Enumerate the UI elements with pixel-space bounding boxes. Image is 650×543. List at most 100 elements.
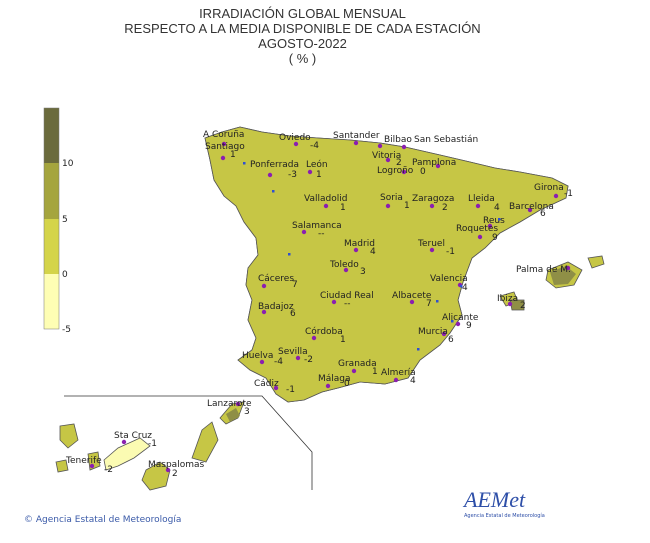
blue-marker-6 bbox=[498, 218, 501, 221]
copyright-footer: © Agencia Estatal de Meteorología bbox=[24, 515, 182, 525]
station-dot-teruel bbox=[429, 247, 435, 253]
station-dot-madrid bbox=[353, 247, 359, 253]
station-dot-almer-a bbox=[393, 377, 399, 383]
station-dot-le-n bbox=[307, 169, 313, 175]
station-label-santiago: Santiago bbox=[205, 142, 245, 152]
station-label-valencia: Valencia bbox=[430, 274, 468, 284]
station-dot-murcia bbox=[441, 331, 447, 337]
canary-inset-frame bbox=[64, 395, 313, 490]
station-dot-roquetes bbox=[477, 234, 483, 240]
station-label-madrid: Madrid bbox=[344, 239, 375, 249]
station-value-c-ceres: 7 bbox=[292, 280, 298, 290]
station-value-toledo: 3 bbox=[360, 267, 366, 277]
station-dot-granada bbox=[351, 368, 357, 374]
blue-marker-3 bbox=[460, 285, 463, 288]
station-label-c-ceres: Cáceres bbox=[258, 274, 294, 284]
blue-marker-5 bbox=[417, 348, 420, 351]
legend-swatch-low bbox=[44, 274, 59, 329]
station-label-a-coru-a: A Coruña bbox=[203, 130, 244, 140]
station-value-valencia: 4 bbox=[462, 283, 468, 293]
blue-marker-2 bbox=[436, 300, 439, 303]
station-dot-lanzarote bbox=[235, 401, 241, 407]
station-label-toledo: Toledo bbox=[329, 260, 359, 270]
map-title-line1: IRRADIACIÓN GLOBAL MENSUAL bbox=[199, 6, 406, 21]
station-dot-albacete bbox=[409, 299, 415, 305]
legend-swatch-mid-high bbox=[44, 163, 59, 219]
station-label-bilbao: Bilbao bbox=[384, 135, 412, 145]
station-value-oviedo: -4 bbox=[310, 141, 319, 151]
legend-tick-10: 10 bbox=[62, 159, 74, 169]
station-dot-ibiza bbox=[507, 301, 513, 307]
map-title-line3: AGOSTO-2022 bbox=[258, 36, 347, 51]
station-value-c-diz: -1 bbox=[286, 385, 295, 395]
station-dot-oviedo bbox=[293, 141, 299, 147]
station-label-soria: Soria bbox=[380, 193, 403, 203]
station-dot-logro-o bbox=[401, 169, 407, 175]
station-value-logro-o: 0 bbox=[420, 167, 426, 177]
station-value-teruel: -1 bbox=[446, 247, 455, 257]
station-dot-santiago bbox=[220, 155, 226, 161]
station-label-teruel: Teruel bbox=[417, 239, 445, 249]
station-value-ponferrada: -3 bbox=[288, 170, 297, 180]
station-label-palma-de-m: Palma de M. bbox=[516, 265, 571, 275]
station-dot-toledo bbox=[343, 267, 349, 273]
station-value-murcia: 6 bbox=[448, 335, 454, 345]
station-dot-zaragoza bbox=[429, 203, 435, 209]
station-dot-lleida bbox=[475, 203, 481, 209]
station-dot-girona bbox=[553, 193, 559, 199]
station-label-vitoria: Vitoria bbox=[372, 151, 401, 161]
station-value-maspalomas: 2 bbox=[172, 469, 178, 479]
station-label-logro-o: Logroño bbox=[377, 166, 414, 176]
station-label-m-laga: Málaga bbox=[318, 374, 351, 384]
aemet-logo: AEMet Agencia Estatal de Meteorología bbox=[462, 487, 545, 519]
station-label-lanzarote: Lanzarote bbox=[207, 399, 252, 409]
station-value-badajoz: 6 bbox=[290, 309, 296, 319]
station-value-albacete: 7 bbox=[426, 299, 432, 309]
station-label-c-rdoba: Córdoba bbox=[305, 326, 343, 337]
station-dot-sevilla bbox=[295, 355, 301, 361]
station-label-ibiza: Ibiza bbox=[497, 294, 518, 304]
station-value-salamanca: -- bbox=[318, 229, 325, 239]
station-label-granada: Granada bbox=[338, 359, 377, 369]
map-title-line2: RESPECTO A LA MEDIA DISPONIBLE DE CADA E… bbox=[124, 21, 481, 36]
station-label-maspalomas: Maspalomas bbox=[148, 460, 204, 470]
station-label-oviedo: Oviedo bbox=[279, 133, 311, 143]
blue-marker-4 bbox=[451, 320, 454, 323]
station-label-tenerife: Tenerife bbox=[65, 456, 102, 466]
station-label-girona: Girona bbox=[534, 183, 564, 193]
blue-marker-0 bbox=[243, 162, 246, 165]
legend-tick-minus5: -5 bbox=[62, 325, 71, 335]
station-dot-bilbao bbox=[377, 143, 383, 149]
legend-tick-5: 5 bbox=[62, 215, 68, 225]
station-value-madrid: 4 bbox=[370, 247, 376, 257]
station-value-huelva: -4 bbox=[274, 357, 283, 367]
station-dot-valladolid bbox=[323, 203, 329, 209]
station-value-le-n: 1 bbox=[316, 170, 322, 180]
station-dot-c-rdoba bbox=[311, 335, 317, 341]
station-label-salamanca: Salamanca bbox=[292, 221, 342, 231]
station-dot-palma-de-m bbox=[565, 265, 571, 271]
station-dot-c-ceres bbox=[261, 283, 267, 289]
station-value-soria: 1 bbox=[404, 201, 410, 211]
station-dot-san-sebasti-n bbox=[401, 144, 407, 150]
map-title-line4: ( % ) bbox=[288, 51, 317, 66]
legend-swatch-high bbox=[44, 108, 59, 163]
station-dot-reus bbox=[487, 223, 493, 229]
station-label-roquetes: Roquetes bbox=[456, 224, 498, 234]
station-value-almer-a: 4 bbox=[410, 376, 416, 386]
station-dot-c-diz bbox=[273, 385, 279, 391]
station-label-c-diz: Cádiz bbox=[254, 379, 279, 389]
station-label-ponferrada: Ponferrada bbox=[250, 160, 299, 170]
legend-tick-0: 0 bbox=[62, 270, 68, 280]
station-value-m-laga: 0 bbox=[344, 379, 350, 389]
station-label-sta-cruz: Sta Cruz bbox=[114, 431, 152, 441]
station-value-tenerife: -2 bbox=[104, 465, 113, 475]
station-dot-soria bbox=[385, 203, 391, 209]
logo-text: AEMet bbox=[462, 487, 526, 512]
station-dot-ciudad-real bbox=[331, 299, 337, 305]
station-value-roquetes: 9 bbox=[492, 233, 498, 243]
station-value-barcelona: 6 bbox=[540, 209, 546, 219]
station-label-albacete: Albacete bbox=[392, 291, 432, 301]
station-dot-tenerife bbox=[89, 463, 95, 469]
